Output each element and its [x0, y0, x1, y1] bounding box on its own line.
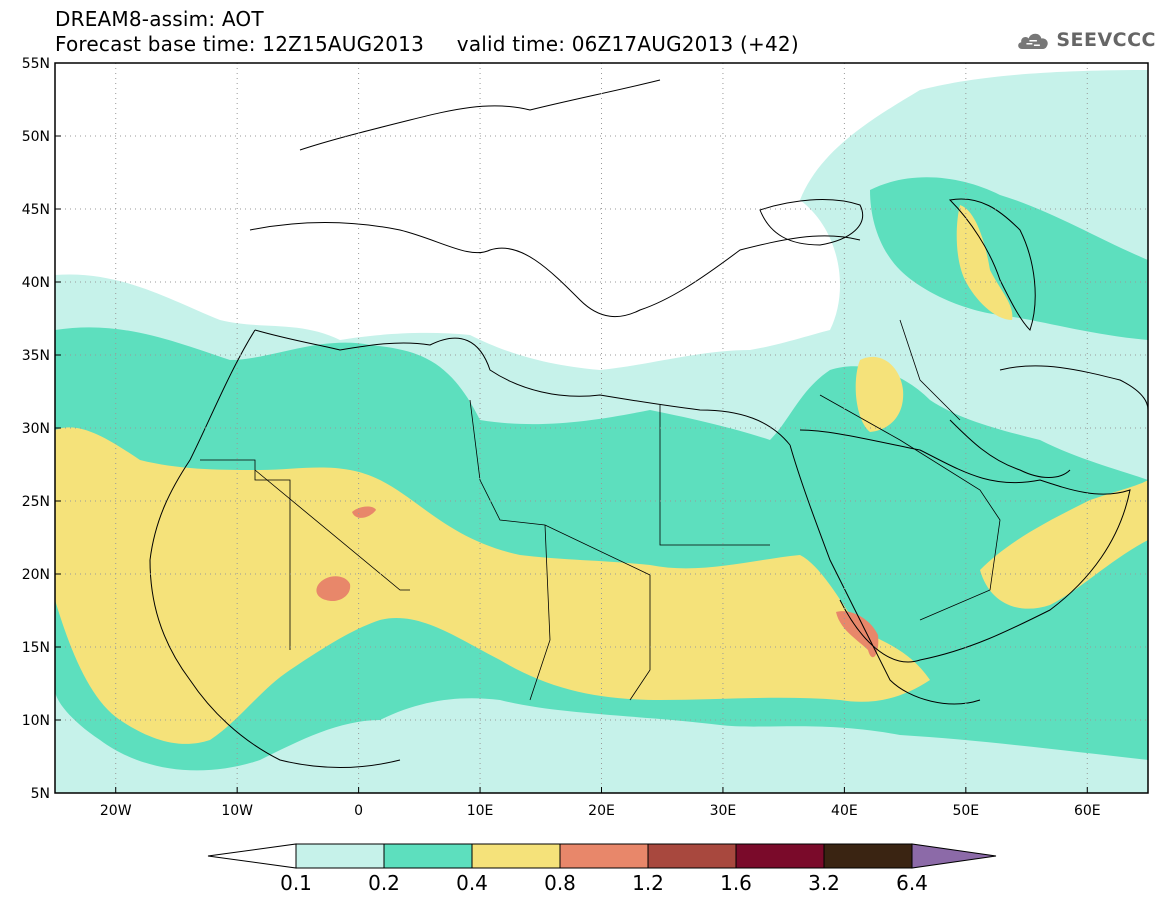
colorbar: 0.1 0.2 0.4 0.8 1.2 1.6 3.2 6.4	[207, 843, 997, 895]
lon-tick-label: 10W	[221, 803, 253, 819]
coastlines	[149, 79, 1148, 768]
lat-tick-label: 20N	[22, 567, 50, 583]
lat-tick-label: 15N	[22, 640, 50, 656]
cloud-icon	[1018, 33, 1048, 49]
aot-contour-0.8-a	[316, 576, 351, 602]
lon-tick-label: 40E	[831, 803, 858, 819]
border-iran-iraq	[899, 319, 961, 421]
border-algeria-libya	[469, 399, 651, 576]
lat-tick-label: 30N	[22, 421, 50, 437]
colorbar-box	[647, 843, 737, 869]
colorbar-box	[383, 843, 473, 869]
colorbar-box	[559, 843, 649, 869]
colorbar-level-label: 0.1	[280, 871, 312, 895]
axis-ticks: 55N 50N 45N 40N 35N 30N 25N 20N 15N 10N 5N 20W 10W 0 1…	[22, 56, 1101, 819]
lat-tick-label: 45N	[22, 202, 50, 218]
coastline-europe-north	[299, 79, 661, 151]
lat-tick-label: 55N	[22, 56, 50, 72]
border-libya-egypt	[659, 405, 770, 546]
lat-tick-label: 40N	[22, 275, 50, 291]
coastline-black-sea	[759, 199, 863, 246]
colorbar-level-label: 0.2	[368, 871, 400, 895]
border-mali	[254, 469, 410, 591]
lat-tick-label: 35N	[22, 348, 50, 364]
lat-tick-label: 50N	[22, 129, 50, 145]
lat-tick-label: 25N	[22, 494, 50, 510]
colorbar-level-label: 1.6	[720, 871, 752, 895]
lat-tick-label: 10N	[22, 713, 50, 729]
graticule	[55, 63, 1148, 793]
colorbar-arrow-low	[207, 843, 297, 869]
lat-tick-label: 5N	[31, 786, 50, 802]
border-niger-chad	[529, 524, 551, 701]
coastline-red-sea	[789, 444, 981, 705]
border-saudi	[819, 394, 1001, 621]
border-sudan-chad	[629, 575, 651, 701]
lon-tick-label: 10E	[467, 803, 494, 819]
aot-contour-0.2-caspian	[870, 177, 1148, 340]
coastline-persian-gulf	[949, 419, 1071, 478]
lon-tick-label: 20W	[100, 803, 132, 819]
colorbar-level-label: 3.2	[808, 871, 840, 895]
lon-tick-label: 60E	[1074, 803, 1101, 819]
coastline-africa-west	[149, 329, 401, 768]
aot-contour-0.4	[55, 427, 930, 744]
logo-text: SEEVCCC	[1056, 29, 1156, 51]
coastline-caspian	[948, 198, 1036, 331]
aot-contour-0.4-caspian	[956, 205, 1013, 320]
lon-tick-label: 30E	[710, 803, 737, 819]
country-borders	[200, 319, 1001, 701]
logo: SEEVCCC	[1016, 22, 1156, 58]
coastline-arabia	[799, 429, 1131, 663]
border-mauritania	[200, 459, 291, 650]
colorbar-arrow-high	[911, 843, 997, 869]
coastline-africa-north	[254, 329, 791, 446]
colorbar-box	[295, 843, 385, 869]
coastline-europe-south	[249, 222, 861, 318]
aot-contour-0.4-arabia	[980, 480, 1148, 609]
colorbar-level-label: 6.4	[896, 871, 928, 895]
lon-tick-label: 20E	[588, 803, 615, 819]
colorbar-level-label: 1.2	[632, 871, 664, 895]
coastline-iran	[999, 365, 1148, 411]
colorbar-box	[471, 843, 561, 869]
colorbar-level-label: 0.8	[544, 871, 576, 895]
title-line-2: Forecast base time: 12Z15AUG2013 valid t…	[55, 32, 799, 56]
aot-contour-0.8-b	[352, 506, 376, 518]
lon-tick-label: 50E	[952, 803, 979, 819]
colorbar-level-label: 0.4	[456, 871, 488, 895]
colorbar-box	[735, 843, 825, 869]
aot-contour-0.4-iraq	[855, 356, 904, 432]
aot-contour-0.8-c	[836, 611, 879, 658]
lon-tick-label: 0	[354, 803, 363, 819]
colorbar-box	[823, 843, 913, 869]
title-line-1: DREAM8-assim: AOT	[55, 7, 264, 31]
